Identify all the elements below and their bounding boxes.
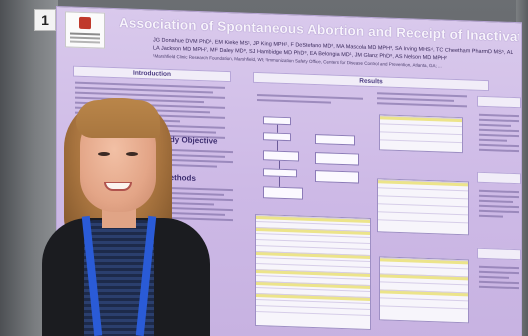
right-column-text — [479, 189, 519, 221]
right-column-text — [479, 265, 519, 292]
results-intro-text — [257, 94, 363, 108]
flow-box — [263, 186, 303, 200]
flow-arrow — [279, 160, 280, 169]
right-column-header — [477, 171, 521, 185]
table-row — [378, 219, 468, 227]
board-number-label: 1 — [34, 9, 56, 31]
flow-box — [263, 168, 297, 178]
left-eye — [98, 152, 110, 156]
results-table — [255, 213, 371, 331]
results-table-2 — [379, 114, 463, 154]
table-row — [378, 203, 468, 211]
table-row — [380, 305, 468, 313]
results-table-3 — [377, 178, 469, 236]
flow-arrow — [279, 176, 280, 187]
results-header: Results — [253, 71, 489, 92]
table-header-row — [378, 179, 468, 187]
right-column-text — [479, 113, 519, 155]
table-row-highlighted — [380, 289, 468, 297]
flow-box — [315, 134, 355, 146]
logo-text-lines — [70, 32, 100, 36]
hair-fringe — [76, 100, 160, 138]
flow-arrow — [277, 140, 278, 151]
table-header-row — [380, 257, 468, 265]
table-row — [380, 297, 468, 305]
flow-arrow — [277, 124, 278, 133]
institution-logo — [65, 11, 105, 49]
table-row — [378, 195, 468, 203]
table-row — [380, 131, 462, 139]
table-row-highlighted — [380, 273, 468, 281]
logo-mark-icon — [79, 16, 91, 30]
table-row — [378, 187, 468, 195]
table-row — [380, 123, 462, 131]
right-eye — [126, 152, 138, 156]
table-header-row — [380, 115, 462, 123]
results-text — [377, 92, 467, 110]
results-table-4 — [379, 256, 469, 324]
table-row — [378, 211, 468, 219]
introduction-header: Introduction — [73, 65, 231, 83]
table-row — [380, 281, 468, 289]
flow-box — [315, 170, 359, 184]
presenter-person — [22, 96, 210, 336]
right-column-header — [477, 95, 521, 109]
table-row — [380, 265, 468, 273]
right-column-header — [477, 247, 521, 261]
flow-box — [263, 150, 299, 162]
table-row — [380, 139, 462, 147]
flow-box — [315, 152, 359, 166]
